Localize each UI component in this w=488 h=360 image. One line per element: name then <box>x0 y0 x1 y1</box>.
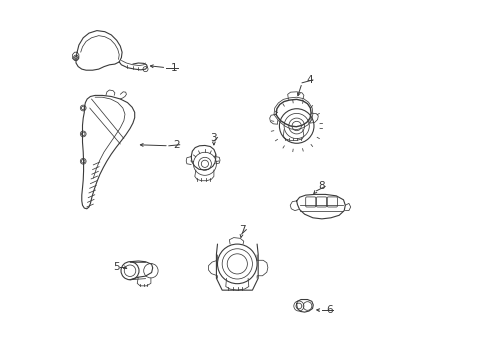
Text: 5: 5 <box>113 262 120 272</box>
Text: 3: 3 <box>210 132 217 143</box>
Text: 1: 1 <box>171 63 177 73</box>
Text: 2: 2 <box>172 140 179 150</box>
Text: 4: 4 <box>305 75 312 85</box>
Text: 8: 8 <box>318 181 324 192</box>
Text: 7: 7 <box>239 225 245 235</box>
Text: 6: 6 <box>325 305 332 315</box>
